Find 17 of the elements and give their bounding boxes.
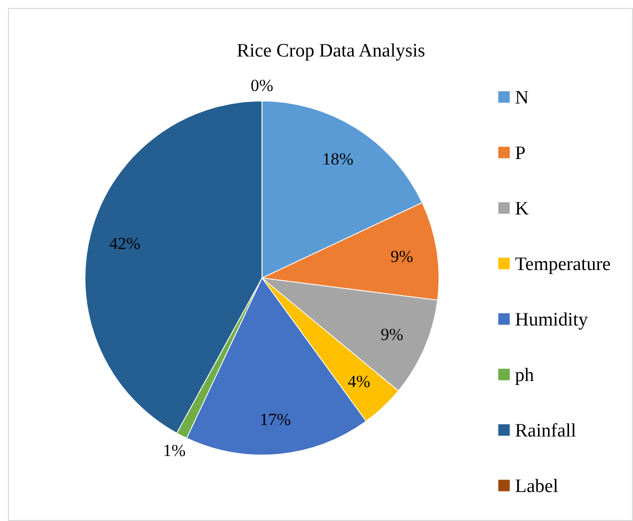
data-label: 1% [163, 440, 186, 460]
legend-label: P [515, 143, 526, 164]
data-label: 9% [390, 246, 414, 266]
legend-label: Temperature [515, 254, 611, 276]
data-label: 42% [109, 234, 140, 253]
chart-title: Rice Crop Data Analysis [236, 40, 426, 62]
legend-label: ph [515, 365, 534, 386]
legend-label: Label [515, 476, 558, 498]
legend-label: Humidity [515, 310, 588, 331]
data-label: 4% [348, 372, 370, 392]
data-label: 18% [322, 149, 354, 168]
legend-label: Rainfall [515, 420, 576, 442]
legend-label: N [515, 88, 529, 109]
legend-label: K [515, 198, 529, 220]
data-label: 9% [380, 325, 404, 344]
text: 0% [250, 76, 274, 95]
data-label: 17% [260, 410, 291, 429]
